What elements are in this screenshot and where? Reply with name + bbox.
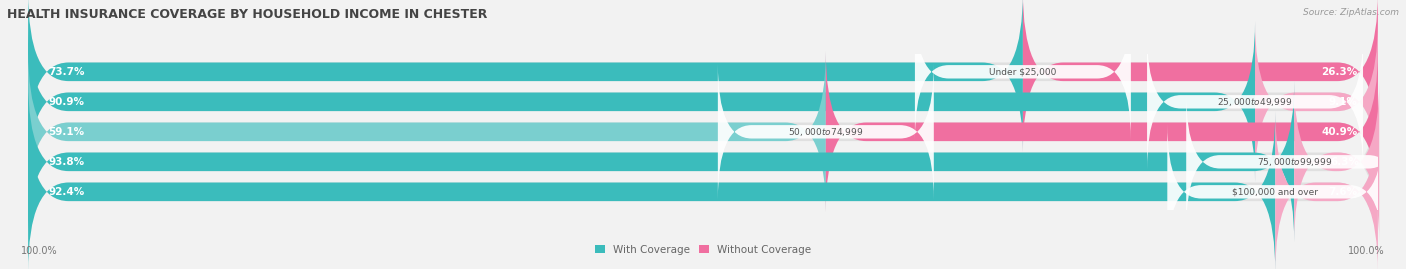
Text: 40.9%: 40.9% (1322, 127, 1358, 137)
Text: 59.1%: 59.1% (48, 127, 84, 137)
FancyBboxPatch shape (28, 0, 1024, 153)
FancyBboxPatch shape (825, 51, 1378, 213)
Text: 100.0%: 100.0% (21, 246, 58, 256)
FancyBboxPatch shape (1147, 34, 1362, 170)
FancyBboxPatch shape (1167, 123, 1384, 260)
FancyBboxPatch shape (28, 111, 1275, 269)
Text: 93.8%: 93.8% (48, 157, 84, 167)
Text: $75,000 to $99,999: $75,000 to $99,999 (1257, 156, 1331, 168)
FancyBboxPatch shape (28, 81, 1294, 243)
Text: Under $25,000: Under $25,000 (990, 67, 1056, 76)
Text: 6.3%: 6.3% (1330, 157, 1360, 167)
FancyBboxPatch shape (28, 21, 1256, 182)
Text: 7.6%: 7.6% (1329, 187, 1358, 197)
Text: 92.4%: 92.4% (48, 187, 84, 197)
FancyBboxPatch shape (1024, 0, 1378, 153)
FancyBboxPatch shape (718, 63, 934, 200)
Text: 100.0%: 100.0% (1348, 246, 1385, 256)
Text: 9.1%: 9.1% (1329, 97, 1358, 107)
FancyBboxPatch shape (28, 81, 1378, 243)
Text: $25,000 to $49,999: $25,000 to $49,999 (1218, 96, 1292, 108)
Text: 90.9%: 90.9% (48, 97, 84, 107)
Text: Source: ZipAtlas.com: Source: ZipAtlas.com (1303, 8, 1399, 17)
FancyBboxPatch shape (28, 111, 1378, 269)
Text: 73.7%: 73.7% (48, 67, 84, 77)
FancyBboxPatch shape (915, 3, 1130, 140)
Legend: With Coverage, Without Coverage: With Coverage, Without Coverage (595, 245, 811, 254)
Text: $50,000 to $74,999: $50,000 to $74,999 (789, 126, 863, 138)
Text: 26.3%: 26.3% (1322, 67, 1358, 77)
FancyBboxPatch shape (28, 51, 825, 213)
FancyBboxPatch shape (1187, 94, 1402, 230)
FancyBboxPatch shape (28, 21, 1378, 182)
FancyBboxPatch shape (1256, 21, 1378, 182)
FancyBboxPatch shape (28, 51, 1378, 213)
Text: HEALTH INSURANCE COVERAGE BY HOUSEHOLD INCOME IN CHESTER: HEALTH INSURANCE COVERAGE BY HOUSEHOLD I… (7, 8, 488, 21)
FancyBboxPatch shape (1275, 111, 1378, 269)
FancyBboxPatch shape (1294, 81, 1379, 243)
FancyBboxPatch shape (28, 0, 1378, 153)
Text: $100,000 and over: $100,000 and over (1232, 187, 1319, 196)
